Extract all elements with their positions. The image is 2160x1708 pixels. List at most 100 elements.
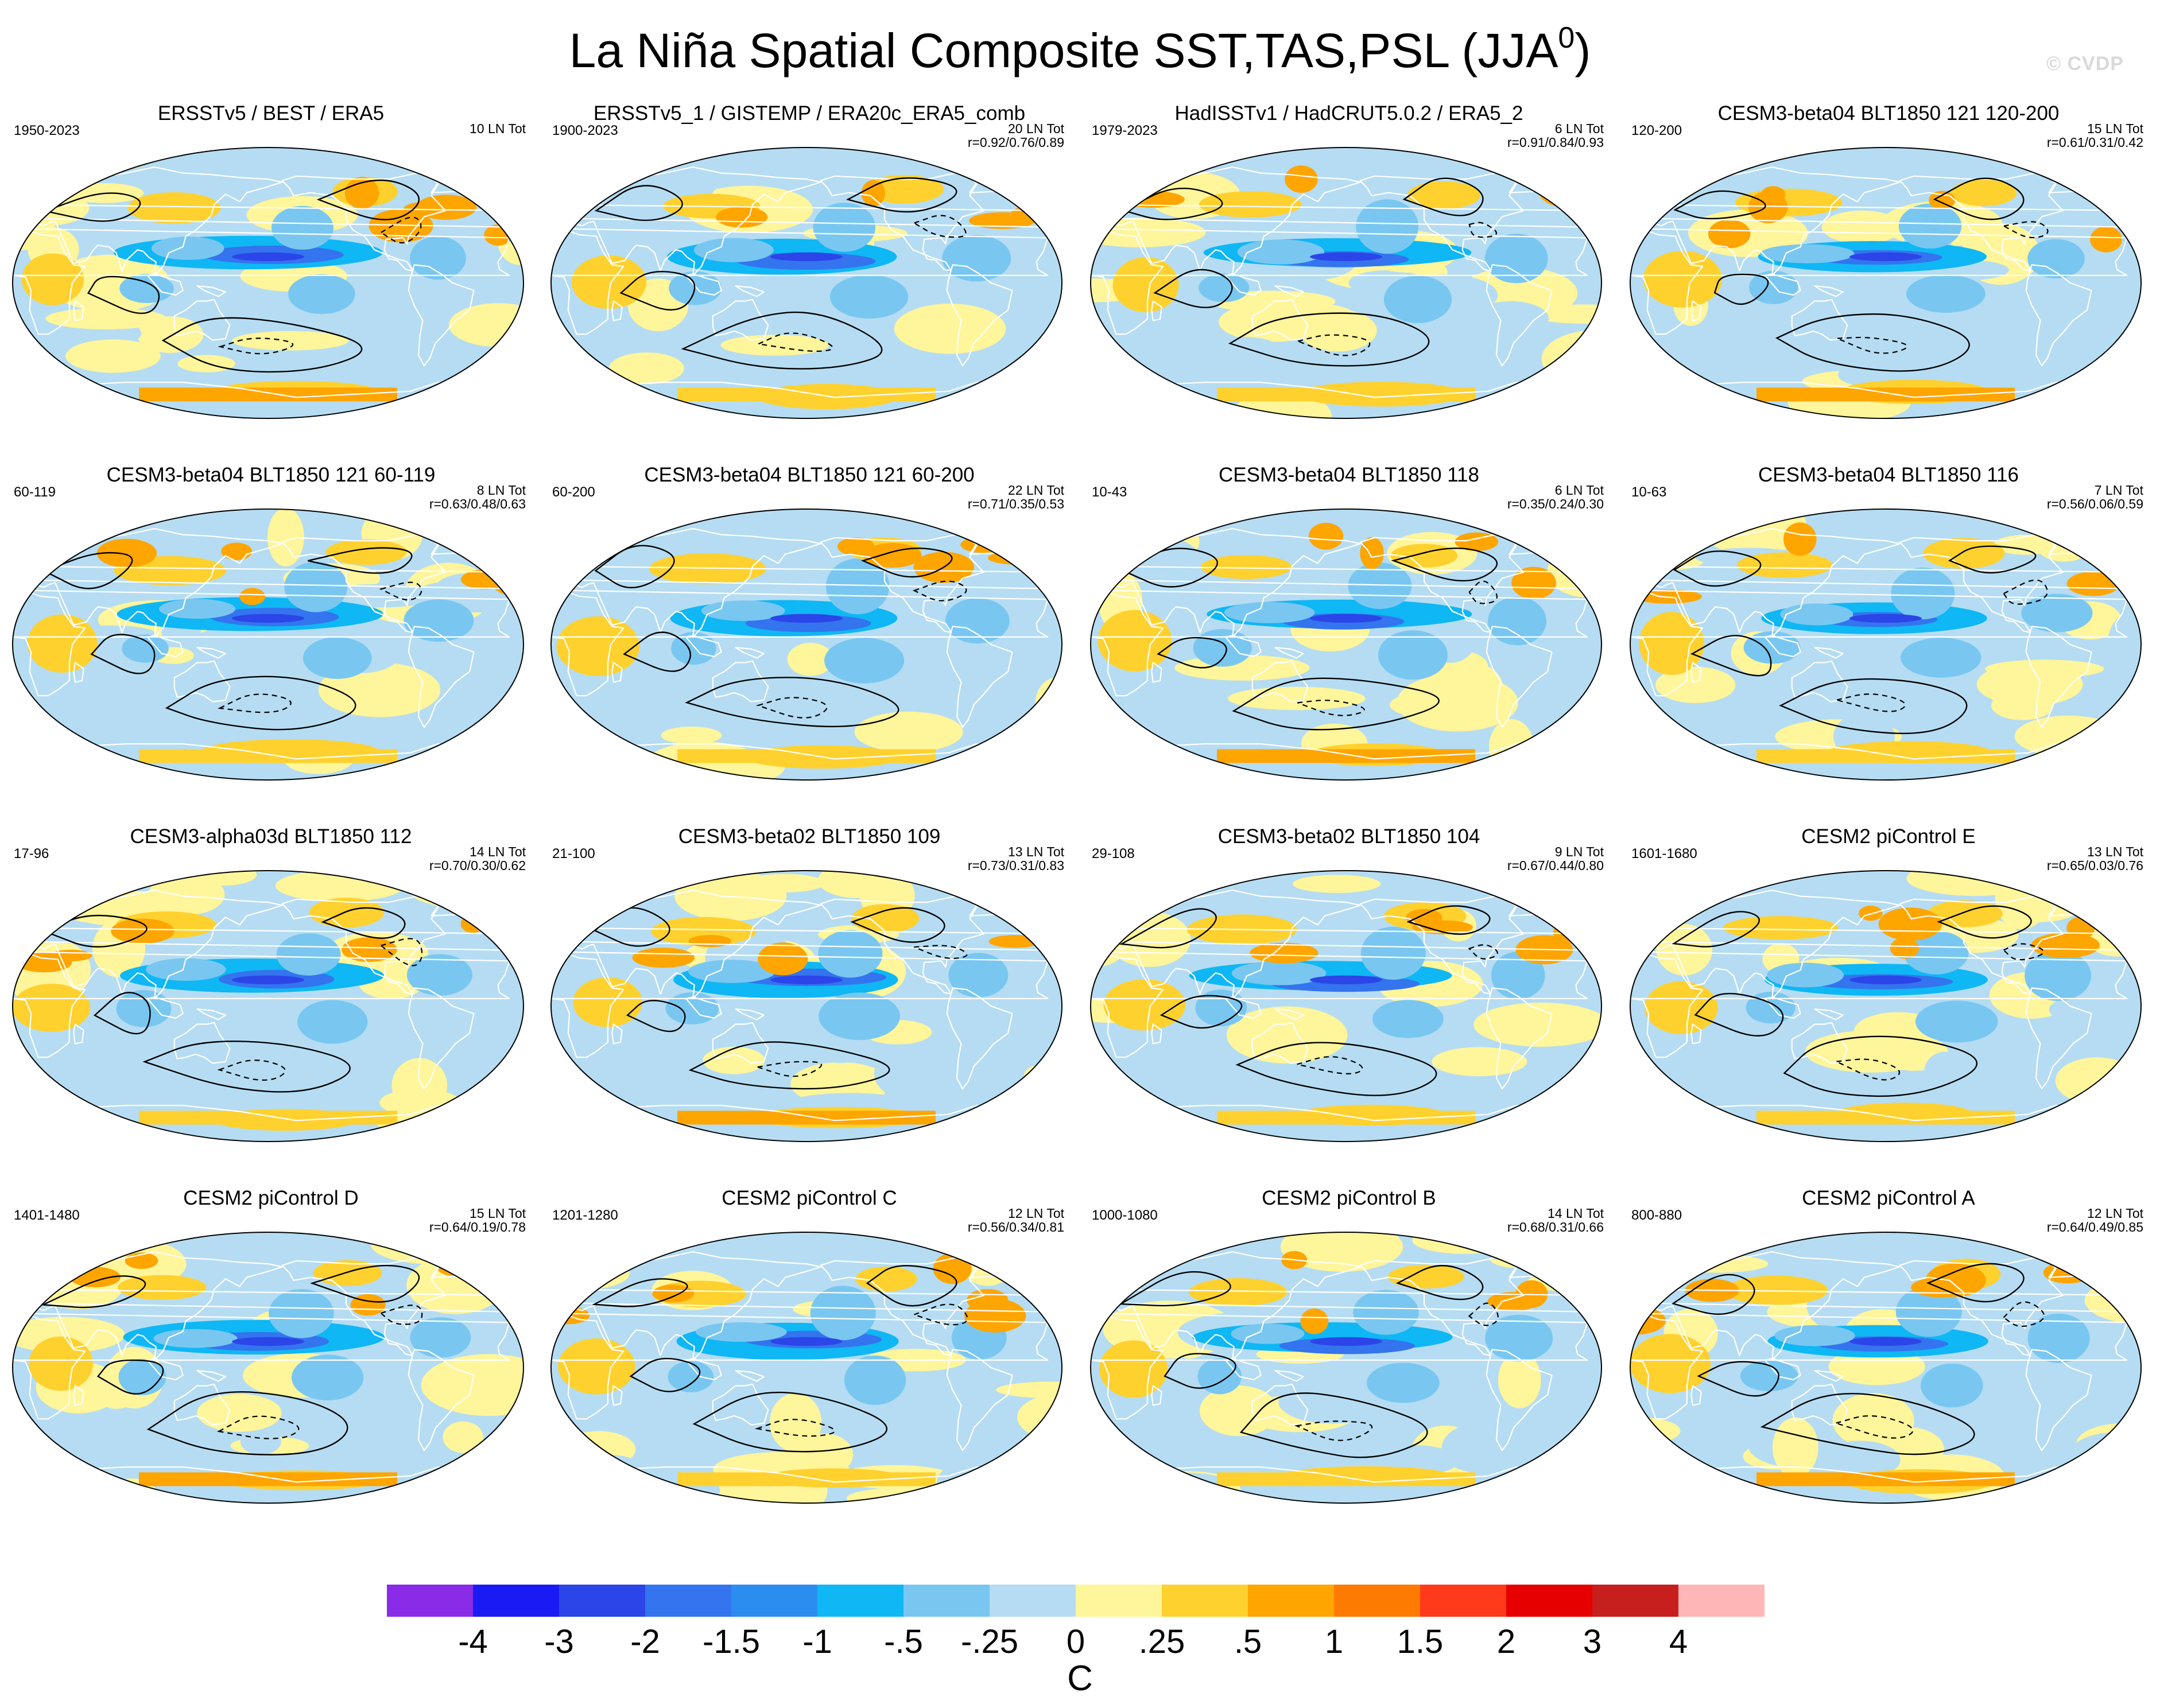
psl-contour (1119, 908, 1217, 949)
panel-event-count: 12 LN Tot (2087, 1206, 2143, 1221)
anomaly-patch (1360, 537, 1384, 569)
coastline (611, 1385, 623, 1406)
map-panel: HadISSTv1 / HadCRUT5.0.2 / ERA5_2 1979-20… (1085, 101, 1613, 468)
colorbar-box (817, 1585, 903, 1617)
anomaly-patch (1200, 554, 1292, 579)
anomaly-patch (303, 637, 372, 679)
anomaly-patch (650, 917, 757, 946)
map-panel: CESM3-beta04 BLT1850 116 10-63 7 LN Tot r=0… (1624, 463, 2153, 830)
panel-title: CESM3-beta02 BLT1850 104 (1217, 825, 1480, 848)
anomaly-patch (964, 1299, 1026, 1333)
map-layers (1091, 871, 1601, 1142)
anomaly-patch (851, 904, 920, 933)
anomaly-patch (632, 948, 695, 968)
panel-title: CESM3-beta04 BLT1850 121 60-200 (644, 464, 975, 486)
anomaly-patch (2108, 613, 2141, 673)
map-outline (1090, 1232, 1602, 1504)
psl-contour-negative (2002, 943, 2045, 961)
panel-event-count: 15 LN Tot (469, 1206, 526, 1221)
map-panel: CESM2 piControl C 1201-1280 12 LN Tot r=0.5… (545, 1186, 1073, 1553)
panel-years: 17-96 (14, 846, 49, 861)
panel-title: CESM3-beta04 BLT1850 118 (1219, 464, 1479, 486)
psl-contour (93, 992, 151, 1035)
panel-title: CESM3-beta04 BLT1850 121 120-200 (1717, 102, 2060, 125)
anomaly-patch (1150, 877, 1195, 897)
anomaly-patch (1924, 1051, 1966, 1093)
psl-contour (1926, 1263, 2025, 1303)
map-panel: ERSSTv5_1 / GISTEMP / ERA20c_ERA5_comb 19… (545, 101, 1073, 468)
coastline (611, 662, 623, 683)
map-panel: CESM2 piControl E 1601-1680 13 LN Tot r=0.6… (1624, 824, 2153, 1191)
coastline (1630, 589, 2128, 697)
anomaly-patch (1554, 1457, 1601, 1487)
anomaly-patch (988, 935, 1041, 948)
psl-contour (1672, 911, 1760, 948)
map-panel: CESM3-beta02 BLT1850 104 29-108 9 LN Tot r=… (1085, 824, 1613, 1191)
psl-contour-negative (1297, 700, 1365, 716)
psl-contour (1775, 313, 1970, 372)
map-layers (1630, 871, 2141, 1142)
coastline (1224, 273, 1262, 296)
psl-contour (146, 1391, 348, 1455)
map-layers (13, 871, 523, 1142)
psl-contour-negative (379, 938, 423, 966)
anomaly-patch (693, 238, 774, 262)
colorbar-tick-label: 0 (1067, 1623, 1085, 1659)
psl-contour (594, 545, 675, 589)
coastline (611, 1023, 623, 1045)
coastline (1630, 743, 2141, 780)
anomaly-patch (232, 614, 304, 623)
panel-count-stats: 8 LN Tot r=0.63/0.48/0.63 (429, 483, 526, 511)
anomaly-patch (1656, 924, 1713, 976)
anomaly-patch (1387, 1264, 1465, 1289)
psl-contour (1760, 1392, 1975, 1455)
psl-contour (1948, 545, 2037, 574)
colorbar: -4 -3 -2 -1.5 -1 -.5 -.25 0 .25 .5 1 1.5 2 3 4 (387, 1585, 1765, 1659)
anomaly-patch (551, 714, 576, 743)
psl-contour (1406, 905, 1491, 935)
coastline (408, 1349, 475, 1451)
coastline (173, 1383, 231, 1426)
anomaly-patch (1878, 907, 1942, 941)
panel-count-stats: 20 LN Tot r=0.92/0.76/0.89 (968, 122, 1064, 149)
panel-count-stats: 12 LN Tot r=0.56/0.34/0.81 (968, 1206, 1064, 1234)
anomaly-patch (1280, 1232, 1403, 1272)
psl-contour (310, 1264, 420, 1303)
coastline (1764, 273, 1801, 296)
map-content (1630, 870, 2142, 1142)
panel-event-count: 8 LN Tot (476, 483, 526, 498)
coastline (1151, 662, 1162, 683)
anomaly-patch (551, 1469, 625, 1503)
anomaly-patch (1849, 1337, 1922, 1346)
panel-count-stats: 14 LN Tot r=0.70/0.30/0.62 (429, 845, 526, 872)
coastline (712, 298, 769, 341)
psl-contour-negative (1834, 1058, 1901, 1081)
anomaly-patch (65, 339, 161, 373)
anomaly-patch (1915, 1000, 1998, 1043)
psl-contour-negative (218, 337, 293, 355)
anomaly-patch (474, 991, 523, 1031)
anomaly-patch (1671, 1255, 1769, 1273)
coastline (685, 996, 722, 1019)
coastline (73, 300, 84, 321)
coastline (196, 1370, 226, 1382)
coastline (735, 285, 765, 297)
panel-event-count: 14 LN Tot (1547, 1206, 1604, 1221)
coastline (712, 1022, 769, 1064)
coastline (1486, 626, 1553, 728)
panel-years: 1900-2023 (552, 123, 618, 138)
coastline (408, 626, 475, 728)
colorbar-box (1334, 1585, 1420, 1617)
map-outline (550, 870, 1062, 1142)
colorbar-tick-label: 1.5 (1397, 1623, 1444, 1659)
anomaly-patch (1308, 522, 1344, 550)
map-outline (1090, 147, 1602, 419)
colorbar-tick-label: -1.5 (703, 1623, 760, 1659)
panel-count-stats: 6 LN Tot r=0.35/0.24/0.30 (1507, 483, 1604, 511)
anomaly-patch (743, 874, 825, 893)
coastline (196, 647, 226, 659)
psl-contour (688, 1041, 890, 1090)
anomaly-patch (609, 352, 684, 385)
panel-count-stats: 22 LN Tot r=0.71/0.35/0.53 (968, 483, 1064, 511)
psl-contour (1153, 269, 1233, 308)
